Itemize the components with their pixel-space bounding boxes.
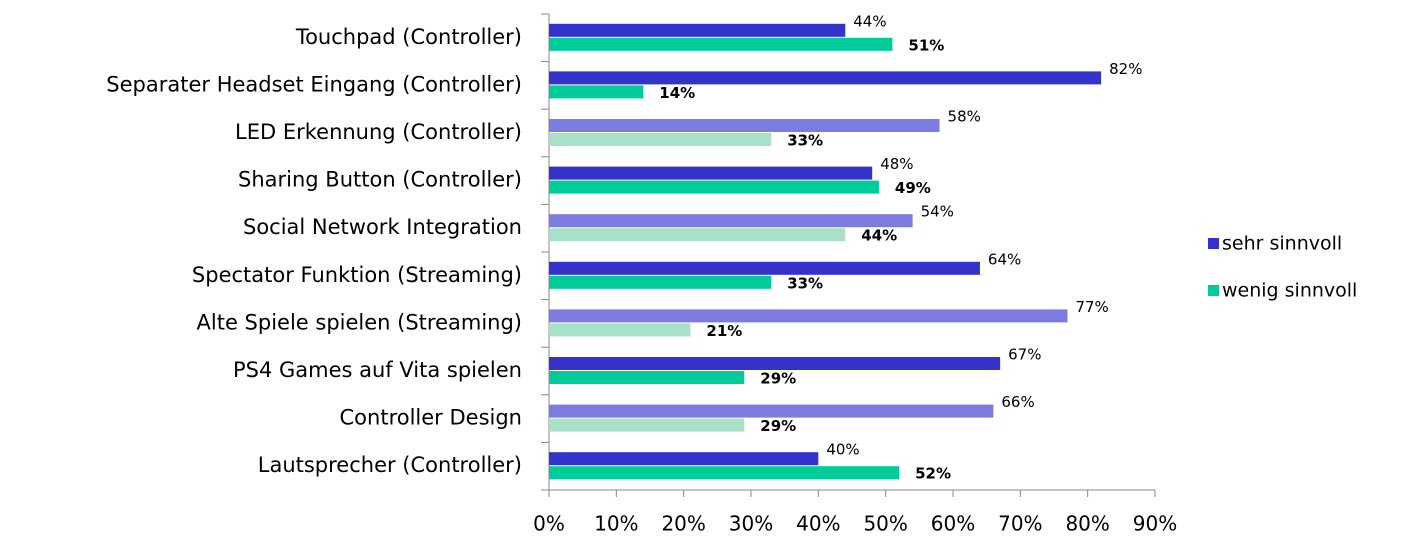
x-tick-label: 80% <box>1065 512 1109 536</box>
bar <box>549 119 940 132</box>
category-label: Spectator Funktion (Streaming) <box>192 263 522 287</box>
category-label: Separater Headset Eingang (Controller) <box>106 72 522 96</box>
bar <box>549 418 745 432</box>
value-label: 33% <box>787 274 823 292</box>
bar <box>549 466 900 480</box>
category-label: Lautsprecher (Controller) <box>258 453 522 477</box>
value-label: 77% <box>1075 298 1108 316</box>
legend-label: wenig sinnvoll <box>1222 280 1357 302</box>
x-tick-label: 20% <box>661 512 705 536</box>
bar <box>549 71 1102 85</box>
x-tick-label: 10% <box>594 512 638 536</box>
bar <box>549 261 980 275</box>
legend-label: sehr sinnvoll <box>1222 233 1342 255</box>
category-label: Alte Spiele spielen (Streaming) <box>197 310 522 334</box>
bar <box>549 404 994 418</box>
legend-swatch <box>1208 285 1219 296</box>
category-label: PS4 Games auf Vita spielen <box>233 358 522 382</box>
bar <box>549 228 846 242</box>
bar <box>549 275 772 289</box>
category-label: Social Network Integration <box>243 215 522 239</box>
bar <box>549 166 873 180</box>
x-tick-label: 0% <box>533 512 565 536</box>
value-label: 14% <box>659 84 695 102</box>
category-label: Controller Design <box>340 406 522 430</box>
bar <box>549 85 644 99</box>
bar <box>549 323 691 337</box>
bar <box>549 309 1068 323</box>
value-label: 33% <box>787 132 823 150</box>
bar <box>549 37 893 51</box>
value-label: 51% <box>908 36 944 54</box>
x-tick-label: 70% <box>998 512 1042 536</box>
category-label: Sharing Button (Controller) <box>238 168 522 192</box>
bar <box>549 214 913 228</box>
x-tick-label: 90% <box>1133 512 1177 536</box>
x-tick-label: 60% <box>931 512 975 536</box>
bar <box>549 23 846 37</box>
value-label: 44% <box>853 12 886 30</box>
x-tick-label: 30% <box>729 512 773 536</box>
value-label: 21% <box>706 322 742 340</box>
bar <box>549 180 879 194</box>
x-tick-label: 50% <box>863 512 907 536</box>
value-label: 67% <box>1008 346 1041 364</box>
legend-swatch <box>1208 238 1219 249</box>
value-label: 40% <box>826 441 859 459</box>
category-label: LED Erkennung (Controller) <box>235 120 522 144</box>
bar <box>549 452 819 466</box>
category-label: Touchpad (Controller) <box>295 25 522 49</box>
value-label: 66% <box>1001 393 1034 411</box>
bar <box>549 357 1001 370</box>
value-label: 82% <box>1109 60 1142 78</box>
value-label: 44% <box>861 227 897 245</box>
value-label: 29% <box>760 417 796 435</box>
value-label: 48% <box>880 155 913 173</box>
value-label: 64% <box>988 250 1021 268</box>
bar <box>549 133 772 146</box>
bar <box>549 371 745 384</box>
value-label: 54% <box>921 203 954 221</box>
value-label: 52% <box>915 465 951 483</box>
value-label: 29% <box>760 370 796 388</box>
x-tick-label: 40% <box>796 512 840 536</box>
value-label: 58% <box>948 108 981 126</box>
value-label: 49% <box>895 179 931 197</box>
